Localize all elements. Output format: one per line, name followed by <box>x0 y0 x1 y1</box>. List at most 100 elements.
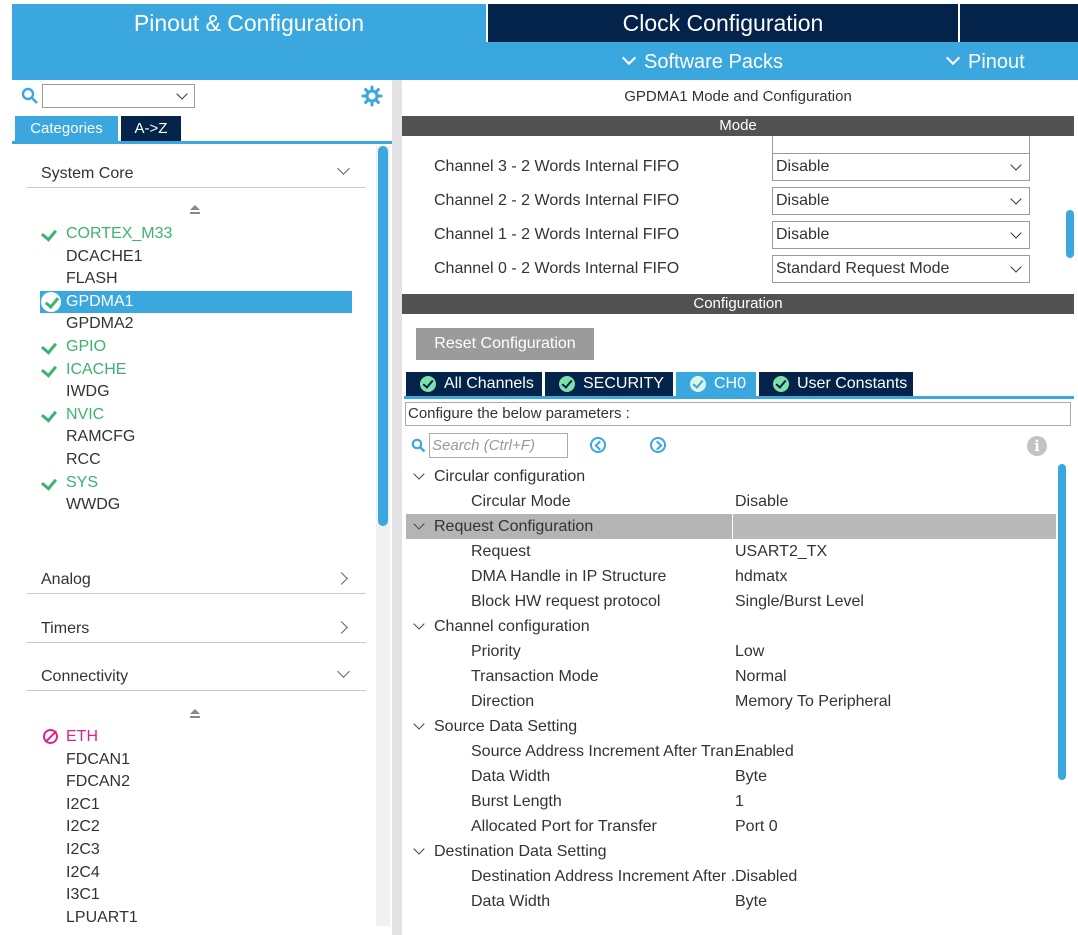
param-row[interactable]: DMA Handle in IP Structure hdmatx <box>406 564 1056 589</box>
reset-configuration-button[interactable]: Reset Configuration <box>416 328 594 360</box>
tree-item-i2c2[interactable]: I2C2 <box>40 816 352 838</box>
mode-scrollbar[interactable] <box>1066 210 1074 258</box>
tab-clock-configuration[interactable]: Clock Configuration <box>488 4 958 42</box>
tree-item-gpio[interactable]: GPIO <box>40 336 352 358</box>
config-tab-ch0[interactable]: CH0 <box>676 372 756 396</box>
tab-categories[interactable]: Categories <box>15 116 118 141</box>
tree-item-icache[interactable]: ICACHE <box>40 359 352 381</box>
check-circle-icon <box>420 376 436 392</box>
param-value[interactable]: Normal <box>735 668 787 685</box>
param-value[interactable]: Byte <box>735 893 768 910</box>
tree-item-ramcfg[interactable]: RAMCFG <box>40 426 352 448</box>
tree-item-rcc[interactable]: RCC <box>40 449 352 471</box>
parameter-search-input[interactable]: Search (Ctrl+F) <box>429 433 568 458</box>
param-value[interactable]: hdmatx <box>735 568 788 585</box>
mode-select[interactable]: Disable <box>772 221 1030 249</box>
param-row[interactable]: Transaction Mode Normal <box>406 664 1056 689</box>
param-group-request-configuration[interactable]: Request Configuration <box>406 514 1056 539</box>
mode-row-label: Channel 1 - 2 Words Internal FIFO <box>434 226 680 243</box>
tree-item-i2c4[interactable]: I2C4 <box>40 862 352 884</box>
param-value[interactable]: Byte <box>735 768 768 785</box>
config-tab-label: SECURITY <box>583 375 664 392</box>
panel-splitter[interactable] <box>392 80 402 935</box>
tab-pinout-configuration[interactable]: Pinout & Configuration <box>12 4 486 42</box>
tree-item-lpuart1[interactable]: LPUART1 <box>40 907 352 929</box>
tree-item-sys[interactable]: SYS <box>40 472 352 494</box>
chevron-down-icon[interactable] <box>413 468 425 480</box>
param-row[interactable]: Priority Low <box>406 639 1056 664</box>
chevron-down-icon[interactable] <box>413 843 425 855</box>
gear-icon[interactable] <box>361 85 383 107</box>
tree-item-nvic[interactable]: NVIC <box>40 404 352 426</box>
param-group-circular-configuration[interactable]: Circular configuration <box>406 464 1056 489</box>
category-scrollbar[interactable] <box>378 146 388 526</box>
param-row[interactable]: Source Address Increment After Tran... En… <box>406 739 1056 764</box>
tree-item-i2c3[interactable]: I2C3 <box>40 839 352 861</box>
param-value[interactable]: Disable <box>735 493 789 510</box>
param-row[interactable]: Burst Length 1 <box>406 789 1056 814</box>
tree-item-fdcan2[interactable]: FDCAN2 <box>40 771 352 793</box>
tree-item-label: ICACHE <box>66 360 127 378</box>
config-tab-all-channels[interactable]: All Channels <box>406 372 542 396</box>
tree-item-flash[interactable]: FLASH <box>40 268 352 290</box>
tab-project-manager[interactable] <box>960 4 1078 42</box>
param-group-destination-data-setting[interactable]: Destination Data Setting <box>406 839 1056 864</box>
mode-select[interactable]: Disable <box>772 187 1030 215</box>
param-value[interactable]: Single/Burst Level <box>735 593 864 610</box>
pinout-menu[interactable]: Pinout <box>945 42 1025 80</box>
param-row[interactable]: Destination Address Increment After ... D… <box>406 864 1056 889</box>
config-tab-user-constants[interactable]: User Constants <box>759 372 913 396</box>
param-row[interactable]: Circular Mode Disable <box>406 489 1056 514</box>
parameter-scrollbar[interactable] <box>1058 464 1066 780</box>
chevron-down-icon[interactable] <box>413 518 425 530</box>
software-packs-menu[interactable]: Software Packs <box>621 42 783 80</box>
section-connectivity-label: Connectivity <box>41 668 129 685</box>
param-value[interactable]: Disabled <box>735 868 798 885</box>
param-value[interactable]: Enabled <box>735 743 794 760</box>
param-row[interactable]: Request USART2_TX <box>406 539 1056 564</box>
section-system-core[interactable]: System Core <box>27 162 366 188</box>
tab-a-to-z[interactable]: A->Z <box>121 116 181 141</box>
mode-select[interactable]: Disable <box>772 153 1030 181</box>
section-timers[interactable]: Timers <box>27 617 366 643</box>
tree-item-label: FLASH <box>66 270 118 288</box>
config-tab-security[interactable]: SECURITY <box>545 372 673 396</box>
tree-item-cortex-m33[interactable]: CORTEX_M33 <box>40 223 352 245</box>
category-search-combo[interactable] <box>42 84 195 108</box>
section-analog[interactable]: Analog <box>27 568 366 594</box>
param-group-channel-configuration[interactable]: Channel configuration <box>406 614 1056 639</box>
param-name: Source Data Setting <box>434 718 578 735</box>
param-row[interactable]: Data Width Byte <box>406 889 1056 914</box>
config-tab-label: CH0 <box>714 375 747 392</box>
tree-item-eth[interactable]: ETH <box>40 726 352 748</box>
param-value[interactable]: USART2_TX <box>735 543 828 560</box>
chevron-down-icon[interactable] <box>413 718 425 730</box>
section-connectivity[interactable]: Connectivity <box>27 665 366 691</box>
software-packs-label: Software Packs <box>644 51 783 73</box>
tree-item-wwdg[interactable]: WWDG <box>40 494 352 516</box>
param-group-source-data-setting[interactable]: Source Data Setting <box>406 714 1056 739</box>
tree-item-i3c1[interactable]: I3C1 <box>40 884 352 906</box>
param-row[interactable]: Direction Memory To Peripheral <box>406 689 1056 714</box>
tree-item-label: FDCAN2 <box>66 773 131 791</box>
search-previous-icon[interactable] <box>590 437 606 453</box>
tree-item-gpdma1[interactable]: GPDMA1 <box>40 290 352 313</box>
tree-item-fdcan1[interactable]: FDCAN1 <box>40 749 352 771</box>
mode-select[interactable]: Standard Request Mode <box>772 255 1030 283</box>
param-name: Destination Address Increment After ... <box>471 868 745 885</box>
info-icon[interactable]: i <box>1027 436 1047 456</box>
chevron-down-icon[interactable] <box>413 618 425 630</box>
tree-item-dcache1[interactable]: DCACHE1 <box>40 246 352 268</box>
param-value[interactable]: Low <box>735 643 765 660</box>
param-row[interactable]: Block HW request protocol Single/Burst Le… <box>406 589 1056 614</box>
param-value[interactable]: 1 <box>735 793 744 810</box>
param-value[interactable]: Memory To Peripheral <box>735 693 892 710</box>
param-row[interactable]: Allocated Port for Transfer Port 0 <box>406 814 1056 839</box>
tree-item-gpdma2[interactable]: GPDMA2 <box>40 313 352 335</box>
tree-item-i2c1[interactable]: I2C1 <box>40 794 352 816</box>
param-row[interactable]: Data Width Byte <box>406 764 1056 789</box>
tree-item-label: GPDMA1 <box>66 292 134 310</box>
search-next-icon[interactable] <box>650 437 666 453</box>
tree-item-iwdg[interactable]: IWDG <box>40 381 352 403</box>
param-value[interactable]: Port 0 <box>735 818 778 835</box>
